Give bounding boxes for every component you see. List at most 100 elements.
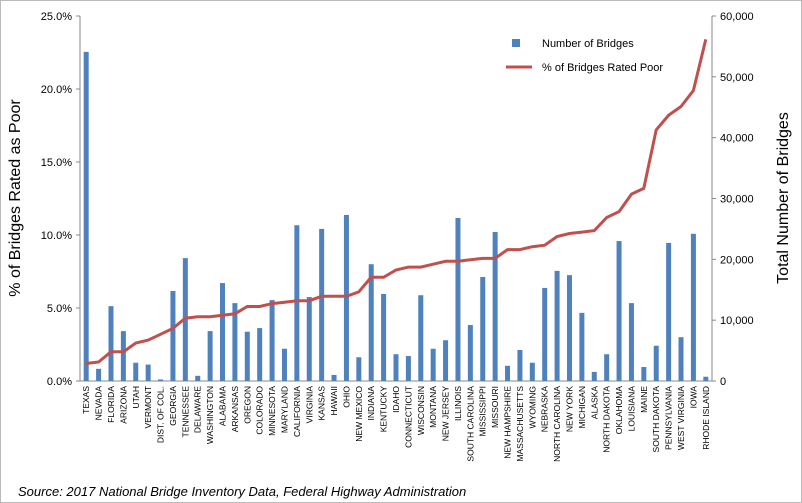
x-tick-label: MISSOURI: [490, 386, 500, 428]
bar: [690, 233, 696, 381]
x-tick-label: ARIZONA: [118, 386, 128, 424]
x-tick-label: KANSAS: [317, 386, 327, 421]
x-tick-label: VERMONT: [143, 386, 153, 429]
x-tick-label: MAINE: [639, 386, 649, 413]
bar: [418, 295, 424, 381]
x-tick-label: VIRGINIA: [304, 386, 314, 424]
x-tick-label: OKLAHOMA: [614, 386, 624, 435]
bar: [281, 348, 287, 381]
bar: [368, 264, 374, 381]
legend-swatch: [512, 39, 520, 47]
x-tick-label: NEW JERSEY: [441, 386, 451, 442]
bar: [455, 217, 461, 381]
x-tick-label: MONTANA: [428, 386, 438, 428]
y-tick-label: 0.0%: [47, 376, 72, 388]
bar: [678, 337, 684, 381]
y-tick-label: 5.0%: [47, 303, 72, 315]
x-tick-label: SOUTH DAKOTA: [651, 386, 661, 453]
x-tick-label: PENNSYLVANIA: [664, 386, 674, 450]
y2-tick-label: 10,000: [720, 315, 754, 327]
x-tick-label: NEW HAMPSHIRE: [503, 386, 513, 459]
line: [86, 39, 708, 365]
bar: [505, 365, 511, 381]
y-tick-label: 15.0%: [41, 157, 72, 169]
x-tick-label: UTAH: [131, 386, 141, 409]
bar: [430, 348, 436, 381]
bar: [96, 368, 102, 381]
x-tick-label: ALABAMA: [218, 386, 228, 426]
legend-label: Number of Bridges: [542, 38, 634, 50]
legend-label: % of Bridges Rated Poor: [542, 62, 663, 74]
bar: [480, 276, 486, 381]
x-tick-label: LOUISIANA: [626, 386, 636, 432]
bar: [108, 306, 114, 381]
bar: [207, 331, 213, 381]
bar: [319, 228, 325, 381]
x-tick-label: NEW YORK: [564, 386, 574, 432]
bar: [554, 270, 560, 381]
x-tick-label: ALASKA: [589, 386, 599, 419]
x-tick-label: RHODE ISLAND: [701, 386, 711, 450]
bar: [170, 290, 176, 381]
y-tick-label: 10.0%: [41, 230, 72, 242]
bar: [628, 303, 634, 381]
bar: [133, 362, 139, 381]
bar: [83, 51, 89, 382]
x-tick-label: WYOMING: [527, 386, 537, 429]
y2-tick-label: 30,000: [720, 194, 754, 206]
bar: [666, 242, 672, 381]
x-tick-label: OREGON: [242, 386, 252, 424]
x-tick-label: NEVADA: [94, 386, 104, 421]
bar: [653, 345, 659, 381]
bar: [641, 367, 647, 381]
x-tick-label: CALIFORNIA: [292, 386, 302, 437]
bar: [232, 303, 238, 381]
bar: [356, 357, 362, 381]
y2-tick-label: 50,000: [720, 72, 754, 84]
x-tick-label: TEXAS: [81, 386, 91, 414]
bar: [542, 287, 548, 381]
x-tick-label: WISCONSIN: [416, 386, 426, 435]
bar: [195, 375, 201, 381]
x-tick-label: COLORADO: [255, 386, 265, 435]
bar: [517, 349, 523, 381]
bar: [120, 331, 126, 381]
x-tick-label: MASSACHUSETTS: [515, 386, 525, 462]
x-tick-label: MICHIGAN: [577, 386, 587, 429]
bar: [145, 364, 151, 381]
bar: [443, 340, 449, 381]
x-tick-label: NORTH CAROLINA: [552, 386, 562, 462]
bar: [158, 379, 164, 381]
bar: [331, 374, 337, 381]
x-tick-label: NEBRASKA: [540, 386, 550, 433]
y2-tick-label: 60,000: [720, 11, 754, 23]
bar: [306, 297, 312, 381]
bar: [529, 362, 535, 381]
y2-axis-label: Total Number of Bridges: [775, 112, 792, 284]
x-tick-label: MINNESOTA: [267, 386, 277, 436]
bar: [604, 354, 610, 381]
x-tick-label: KENTUCKY: [379, 386, 389, 433]
bar: [616, 241, 622, 381]
x-tick-label: NEW MEXICO: [354, 386, 364, 442]
x-tick-label: IOWA: [688, 386, 698, 409]
bar: [294, 225, 300, 381]
x-tick-label: GEORGIA: [168, 386, 178, 426]
bar: [269, 300, 275, 381]
x-tick-label: CONNECTICUT: [403, 386, 413, 448]
bar: [467, 325, 473, 381]
y2-tick-label: 20,000: [720, 254, 754, 266]
x-tick-label: NORTH DAKOTA: [602, 386, 612, 453]
bar: [220, 283, 226, 381]
source: Source: 2017 National Bridge Inventory D…: [18, 484, 466, 499]
y-tick-label: 20.0%: [41, 84, 72, 96]
y2-tick-label: 0: [720, 376, 726, 388]
bar: [257, 328, 263, 381]
x-tick-label: WASHINGTON: [205, 386, 215, 444]
y-axis-label: % of Bridges Rated as Poor: [7, 99, 24, 297]
x-tick-label: WEST VIRGINIA: [676, 386, 686, 450]
x-tick-label: SOUTH CAROLINA: [465, 386, 475, 462]
bar: [591, 371, 597, 381]
bar: [405, 356, 411, 381]
